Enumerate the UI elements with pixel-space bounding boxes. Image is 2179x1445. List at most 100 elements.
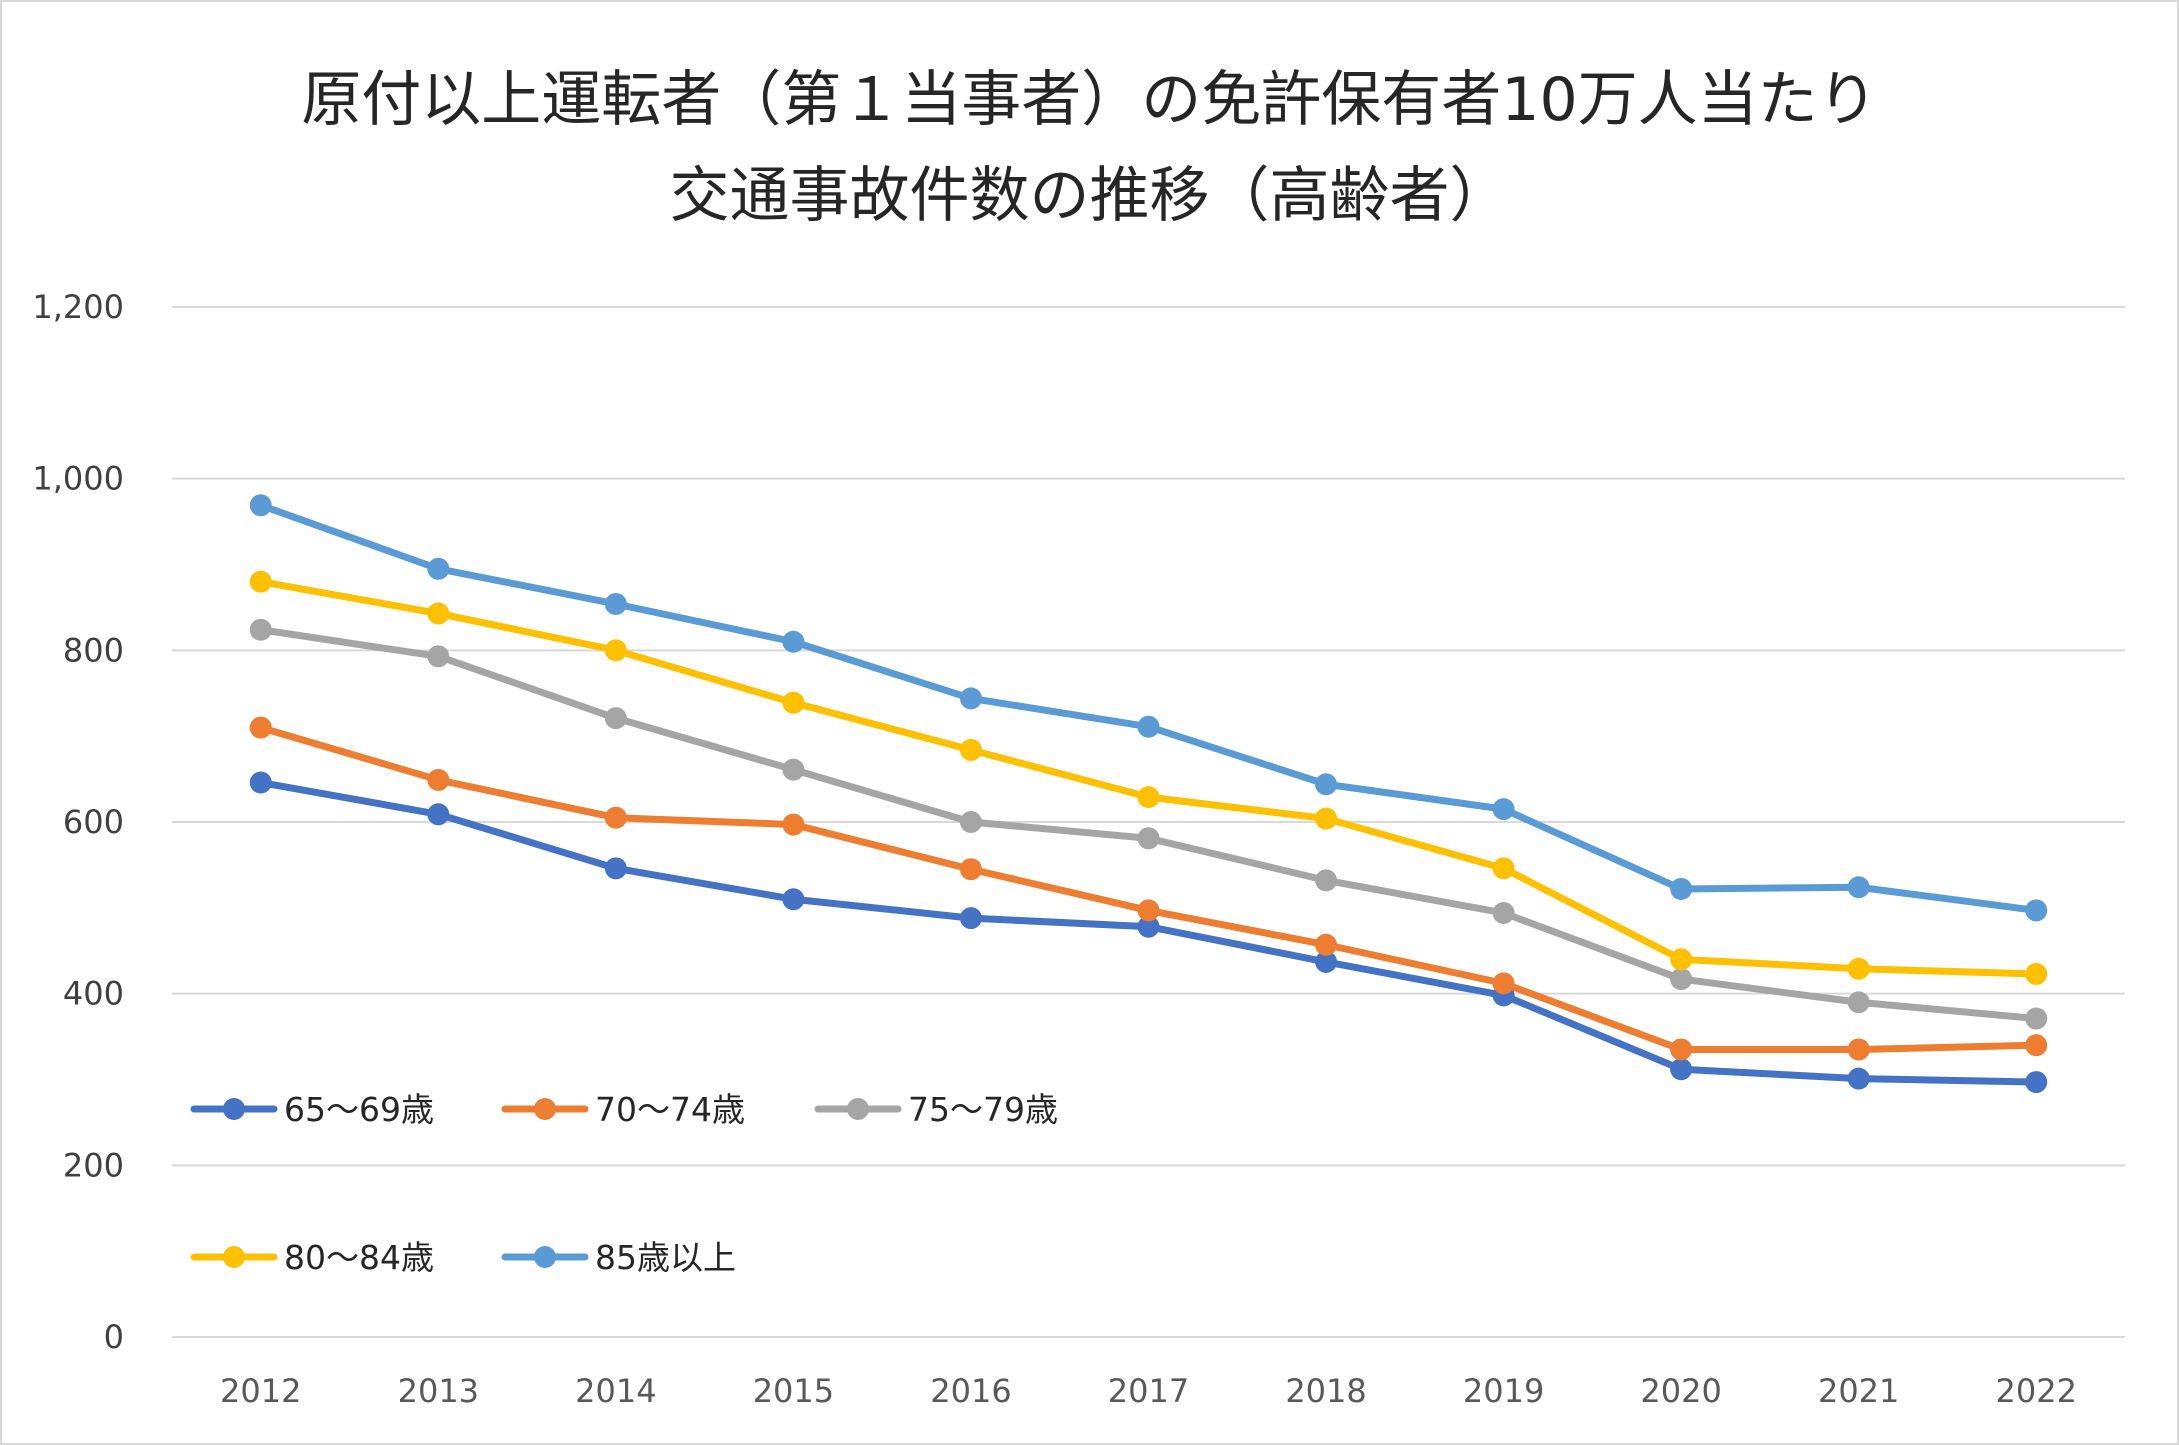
data-point-2-2014 xyxy=(604,806,627,829)
data-point-5-2017 xyxy=(1137,715,1160,738)
data-point-2-2015 xyxy=(782,813,805,836)
data-point-3-2016 xyxy=(959,811,982,833)
legend-label: 65～69歳 xyxy=(284,1090,434,1129)
data-point-3-2018 xyxy=(1315,869,1338,892)
chart-title-line-1: 原付以上運転者（第１当事者）の免許保有者10万人当たり xyxy=(301,65,1878,135)
y-tick-label-1000: 1,000 xyxy=(32,460,124,498)
data-point-3-2013 xyxy=(427,645,450,668)
legend-swatch-marker xyxy=(223,1098,245,1120)
data-point-2-2013 xyxy=(427,768,450,791)
data-point-2-2022 xyxy=(2025,1034,2048,1057)
x-axis-tick-labels: 2012 2013 2014 2015 2016 2017 2018 2019 2020 2021… xyxy=(220,1372,2077,1410)
x-tick-label-2022: 2022 xyxy=(1996,1372,2077,1410)
data-point-5-2013 xyxy=(427,557,450,580)
series-line-3 xyxy=(257,626,2040,1023)
legend-label: 75～79歳 xyxy=(908,1090,1058,1129)
data-point-4-2022 xyxy=(2025,962,2048,985)
chart-title: 原付以上運転者（第１当事者）の免許保有者10万人当たり 交通事故件数の推移（高齢… xyxy=(0,52,2179,244)
data-point-4-2014 xyxy=(604,639,627,662)
data-point-5-2018 xyxy=(1315,773,1338,796)
x-tick-label-2016: 2016 xyxy=(930,1372,1011,1410)
data-point-4-2021 xyxy=(1847,957,1870,980)
data-point-1-2016 xyxy=(959,907,982,930)
data-point-1-2018 xyxy=(1315,950,1338,973)
legend-label: 85歳以上 xyxy=(595,1238,736,1277)
data-point-1-2017 xyxy=(1137,915,1160,938)
legend-swatch-marker xyxy=(847,1098,869,1120)
data-point-3-2012 xyxy=(249,618,272,641)
x-tick-label-2015: 2015 xyxy=(753,1372,834,1410)
data-point-1-2012 xyxy=(249,771,272,794)
data-point-1-2021 xyxy=(1847,1067,1870,1090)
data-point-1-2020 xyxy=(1670,1058,1693,1081)
legend-label: 70～74歳 xyxy=(595,1090,745,1129)
legend-item-1: 65～69歳 xyxy=(190,1090,434,1129)
data-point-1-2015 xyxy=(782,888,805,911)
y-axis-tick-labels: 0 200 400 600 800 1,000 1,200 xyxy=(32,288,124,1356)
legend-item-3: 75～79歳 xyxy=(814,1090,1058,1129)
data-point-5-2012 xyxy=(249,494,272,517)
x-tick-label-2021: 2021 xyxy=(1818,1372,1899,1410)
series-5 xyxy=(249,494,2048,922)
legend: 65～69歳 70～74歳 75～79歳 80～84歳 85歳以上 xyxy=(190,1090,1058,1277)
y-tick-label-0: 0 xyxy=(104,1318,124,1356)
data-point-2-2021 xyxy=(1847,1038,1870,1061)
x-tick-label-2020: 2020 xyxy=(1640,1372,1721,1410)
data-point-3-2020 xyxy=(1670,968,1693,991)
data-point-4-2016 xyxy=(959,738,982,761)
data-point-1-2014 xyxy=(604,857,627,880)
data-point-3-2014 xyxy=(604,707,627,730)
data-point-1-2022 xyxy=(2025,1071,2048,1094)
data-point-5-2016 xyxy=(959,687,982,710)
series-line-5 xyxy=(257,501,2040,914)
legend-label: 80～84歳 xyxy=(284,1238,434,1277)
y-tick-label-600: 600 xyxy=(63,803,124,841)
data-point-3-2021 xyxy=(1847,991,1870,1014)
y-tick-label-1200: 1,200 xyxy=(32,288,124,326)
data-point-5-2015 xyxy=(782,630,805,653)
data-point-4-2015 xyxy=(782,691,805,714)
x-tick-label-2013: 2013 xyxy=(398,1372,479,1410)
y-tick-label-400: 400 xyxy=(63,975,124,1013)
data-point-2-2012 xyxy=(249,716,272,739)
legend-swatch-marker xyxy=(223,1246,245,1268)
series-lines xyxy=(249,494,2048,1094)
data-point-4-2020 xyxy=(1670,948,1693,971)
legend-item-2: 70～74歳 xyxy=(501,1090,745,1129)
data-point-4-2012 xyxy=(249,570,272,593)
data-point-3-2017 xyxy=(1137,827,1160,850)
data-point-5-2014 xyxy=(604,592,627,615)
x-tick-label-2017: 2017 xyxy=(1108,1372,1189,1410)
legend-swatch-marker xyxy=(534,1246,556,1268)
legend-item-4: 80～84歳 xyxy=(190,1238,434,1277)
series-2 xyxy=(249,716,2048,1061)
data-point-4-2019 xyxy=(1492,857,1515,880)
data-point-2-2020 xyxy=(1670,1038,1693,1061)
x-tick-label-2014: 2014 xyxy=(575,1372,656,1410)
legend-item-5: 85歳以上 xyxy=(501,1238,736,1277)
data-point-4-2017 xyxy=(1137,786,1160,809)
data-point-4-2018 xyxy=(1315,807,1338,830)
x-tick-label-2012: 2012 xyxy=(220,1372,301,1410)
chart-title-line-2: 交通事故件数の推移（高齢者） xyxy=(669,161,1510,231)
data-point-2-2018 xyxy=(1315,933,1338,956)
data-point-1-2013 xyxy=(427,803,450,826)
x-tick-label-2018: 2018 xyxy=(1285,1372,1366,1410)
data-point-2-2017 xyxy=(1137,899,1160,922)
data-point-5-2021 xyxy=(1847,876,1870,899)
data-point-2-2016 xyxy=(959,858,982,881)
data-point-2-2019 xyxy=(1492,972,1515,995)
x-tick-label-2019: 2019 xyxy=(1463,1372,1544,1410)
series-3 xyxy=(249,618,2048,1030)
data-point-5-2022 xyxy=(2025,899,2048,922)
data-point-3-2015 xyxy=(782,758,805,781)
series-1 xyxy=(249,771,2048,1094)
data-point-5-2019 xyxy=(1492,798,1515,821)
legend-swatch-marker xyxy=(534,1098,556,1120)
data-point-3-2019 xyxy=(1492,901,1515,924)
data-point-3-2022 xyxy=(2025,1007,2048,1030)
y-tick-label-800: 800 xyxy=(63,631,124,669)
data-point-4-2013 xyxy=(427,602,450,625)
